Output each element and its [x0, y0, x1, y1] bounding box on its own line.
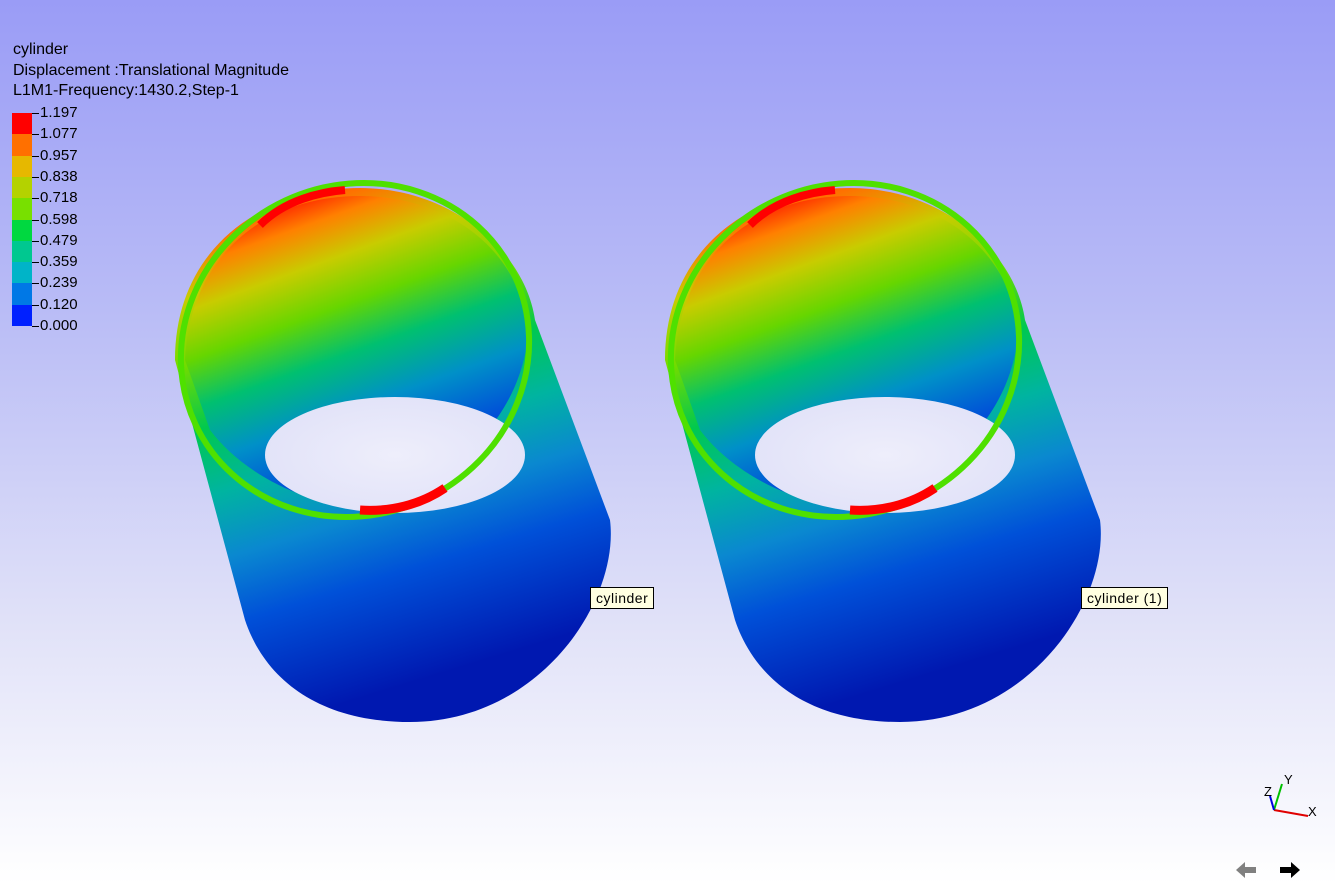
legend-tick [32, 262, 39, 264]
contour-legend: 1.197 1.077 0.957 0.838 0.718 0.598 0.479 0.359… [12, 105, 132, 334]
legend-tick [32, 155, 39, 157]
legend-tick [32, 240, 39, 242]
legend-tick [32, 113, 39, 114]
triad-x-label: X [1308, 804, 1317, 819]
legend-swatch [12, 155, 32, 178]
part-label-cylinder[interactable]: cylinder [590, 587, 655, 609]
cylinder-model[interactable] [126, 126, 611, 722]
legend-tick [32, 134, 39, 136]
step-info: L1M1-Frequency:1430.2,Step-1 [13, 82, 239, 99]
legend-value: 0.957 [40, 146, 78, 164]
legend-swatch [12, 113, 32, 135]
legend-value: 0.718 [40, 189, 78, 207]
legend-value: 0.000 [40, 317, 78, 334]
legend-value: 0.359 [40, 253, 78, 271]
triad-y-label: Y [1284, 772, 1293, 787]
legend-swatch [12, 198, 32, 220]
cylinder-1-model[interactable] [616, 126, 1101, 722]
triad-z-label: Z [1264, 784, 1272, 799]
legend-tick [32, 283, 39, 285]
legend-tick [32, 198, 39, 200]
legend-tick [32, 176, 39, 178]
legend-swatch [12, 283, 32, 306]
arrow-left-icon[interactable] [1234, 858, 1258, 882]
result-header: cylinder Displacement :Translational Mag… [13, 40, 289, 102]
legend-value: 1.197 [40, 104, 78, 121]
arrow-right-icon[interactable] [1278, 858, 1302, 882]
legend-value: 1.077 [40, 125, 78, 143]
legend-value: 0.479 [40, 231, 78, 249]
part-label-cylinder-1[interactable]: cylinder (1) [1081, 587, 1169, 609]
result-type: Displacement :Translational Magnitude [13, 61, 289, 79]
legend-value: 0.239 [40, 274, 78, 292]
axis-triad: X Y Z [1264, 772, 1317, 819]
legend-swatch [12, 262, 32, 284]
legend-tick [32, 219, 39, 221]
legend-value: 0.120 [40, 295, 78, 313]
legend-value: 0.838 [40, 167, 78, 185]
legend-value: 0.598 [40, 210, 78, 228]
legend-swatch [12, 176, 32, 199]
legend-tick [32, 304, 39, 306]
legend-swatch [12, 304, 32, 327]
legend-swatch [12, 219, 32, 242]
model-name: cylinder [13, 41, 69, 58]
legend-tick [32, 326, 39, 327]
legend-swatch [12, 240, 32, 263]
legend-swatch [12, 134, 32, 157]
